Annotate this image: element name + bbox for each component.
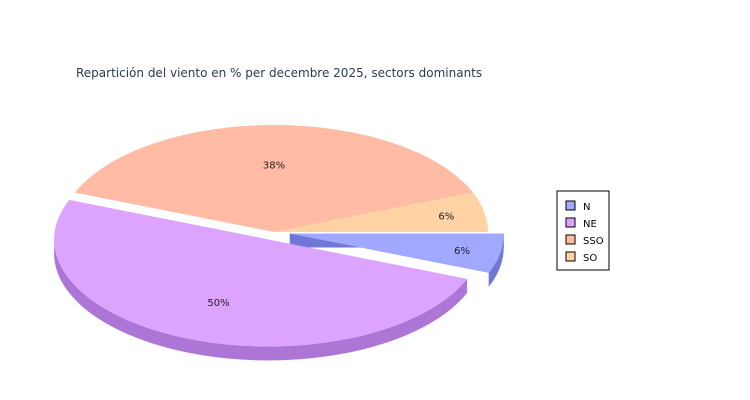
chart-title: Repartición del viento en % per decembre… xyxy=(76,66,482,80)
legend-label-ne: NE xyxy=(583,219,597,230)
slice-label-n: 6% xyxy=(454,246,470,257)
slice-sso xyxy=(75,125,473,232)
legend-swatch-n xyxy=(565,200,576,211)
legend-label-sso: SSO xyxy=(583,236,604,247)
legend-swatch-so xyxy=(565,251,576,262)
slice-n xyxy=(289,233,504,273)
legend-swatch-sso xyxy=(565,234,576,245)
legend-label-n: N xyxy=(583,202,590,213)
slice-label-so: 6% xyxy=(438,212,454,223)
legend: N NE SSO SO xyxy=(556,190,610,271)
slice-so xyxy=(274,192,488,232)
pie-slices xyxy=(54,125,504,347)
legend-swatch-ne xyxy=(565,217,576,228)
legend-label-so: SO xyxy=(583,253,597,264)
slice-label-ne: 50% xyxy=(207,298,229,309)
slice-rim-n xyxy=(488,233,504,287)
slice-label-sso: 38% xyxy=(263,161,285,172)
slice-ne xyxy=(54,200,468,347)
pie-labels: 6% 50% 38% 6% xyxy=(207,161,470,310)
